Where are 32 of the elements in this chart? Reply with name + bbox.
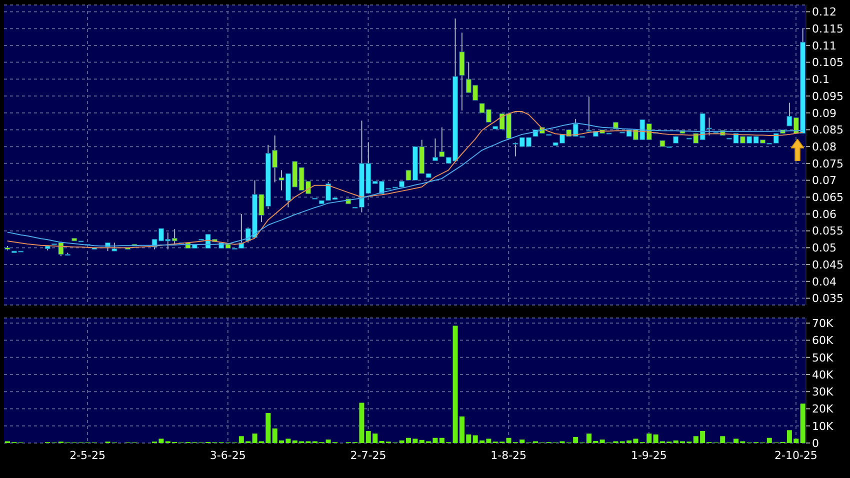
y-tick-label: 0.115 (812, 22, 844, 36)
y-tick-label: 0.075 (812, 157, 844, 170)
y-tick-label: 40K (812, 368, 834, 382)
y-tick-label: 60K (812, 334, 834, 348)
y-tick-label: 0.035 (812, 292, 844, 306)
y-tick-label: 0.09 (812, 106, 836, 120)
x-tick-label: 2-5-25 (70, 448, 106, 462)
y-tick-label: 70K (812, 317, 834, 330)
y-tick-label: 0.07 (812, 174, 836, 188)
x-tick-label: 3-6-25 (210, 448, 246, 462)
y-tick-label: 0.08 (812, 140, 836, 154)
y-tick-label: 0.06 (812, 208, 836, 221)
y-tick-label: 0.04 (812, 275, 836, 288)
y-tick-label: 0.12 (812, 6, 836, 19)
y-tick-label: 0.11 (812, 39, 836, 52)
y-tick-label: 0.065 (812, 191, 844, 204)
y-tick-label: 0.085 (812, 124, 844, 137)
y-tick-label: 0.045 (812, 258, 844, 272)
y-tick-label: 0.095 (812, 90, 844, 103)
y-tick-label: 0.1 (812, 73, 830, 86)
x-tick-label: 2-10-25 (774, 448, 818, 462)
x-tick-label: 1-9-25 (630, 448, 667, 462)
y-tick-label: 30K (812, 386, 834, 399)
y-tick-label: 0 (812, 436, 819, 450)
x-tick-label: 2-7-25 (350, 448, 386, 462)
y-tick-label: 0.055 (812, 224, 844, 238)
y-tick-label: 0.105 (812, 56, 844, 70)
y-tick-label: 20K (812, 402, 834, 416)
y-tick-label: 50K (812, 351, 834, 364)
y-tick-label: 10K (812, 420, 834, 433)
x-tick-label: 1-8-25 (490, 448, 527, 462)
y-tick-label: 0.05 (812, 242, 836, 255)
